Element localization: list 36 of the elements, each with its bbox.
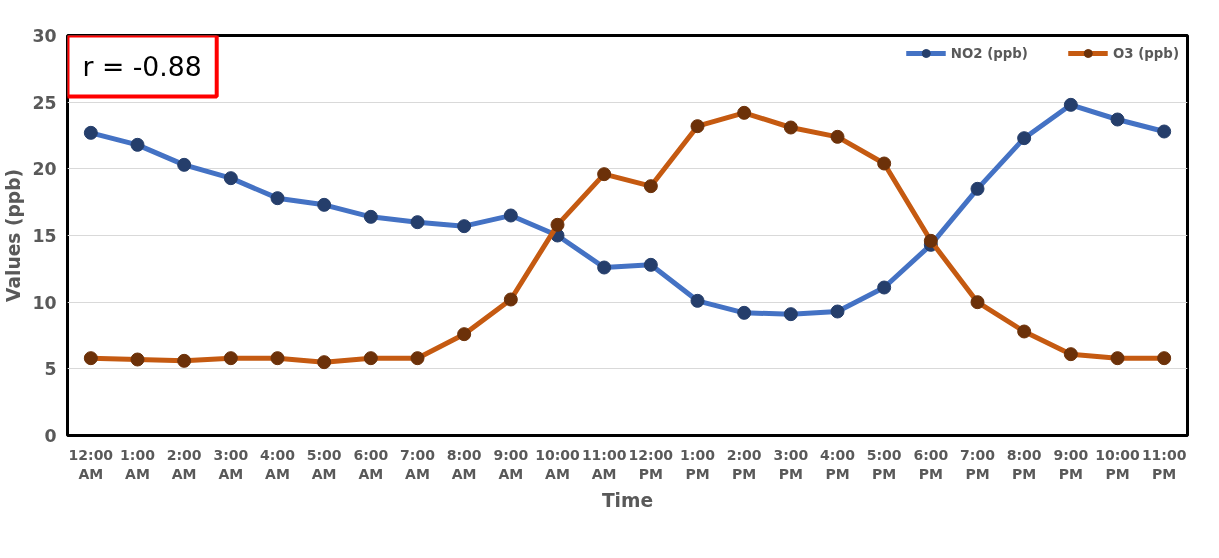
x-tick-label: 8:00 AM [446, 446, 482, 482]
x-tick-label: 11:00 PM [1141, 446, 1187, 482]
x-tick-label: 4:00 AM [260, 446, 296, 482]
x-tick-label: 12:00 AM [68, 446, 114, 482]
annotation: r = -0.88 [82, 50, 202, 82]
x-tick-label: 5:00 AM [306, 446, 342, 482]
x-tick-label: 1:00 PM [680, 446, 716, 482]
x-tick-label: 11:00 AM [581, 446, 627, 482]
x-tick-label: 3:00 AM [213, 446, 249, 482]
y-tick-label: 20 [32, 159, 57, 180]
y-axis-title: Values (ppb) [3, 168, 25, 303]
x-tick-label: 6:00 PM [913, 446, 949, 482]
y-tick-label: 0 [44, 426, 57, 446]
y-tick-label: 30 [32, 26, 57, 46]
x-axis-title: Time [601, 489, 654, 511]
x-tick-label: 7:00 PM [960, 446, 996, 482]
y-tick-label: 15 [32, 226, 57, 246]
x-tick-label: 2:00 AM [166, 446, 202, 482]
x-tick-label: 1:00 AM [120, 446, 156, 482]
x-tick-label: 7:00 AM [400, 446, 436, 482]
x-tick-label: 9:00 AM [493, 446, 529, 482]
x-tick-label: 5:00 PM [866, 446, 902, 482]
x-tick-label: 12:00 PM [628, 446, 674, 482]
y-tick-label: 5 [44, 359, 57, 380]
x-tick-label: 8:00 PM [1006, 446, 1042, 482]
x-tick-label: 3:00 PM [773, 446, 809, 482]
x-tick-label: 2:00 PM [726, 446, 762, 482]
x-tick-label: 9:00 PM [1053, 446, 1089, 482]
y-tick-label: 10 [32, 292, 57, 313]
x-tick-label: 4:00 PM [820, 446, 856, 482]
y-tick-label: 25 [32, 92, 57, 113]
x-tick-label: 10:00 AM [535, 446, 581, 482]
x-tick-label: 6:00 AM [353, 446, 389, 482]
x-tick-label: 10:00 PM [1095, 446, 1141, 482]
legend-label: O3 (ppb) [1112, 45, 1179, 61]
legend-label: NO2 (ppb) [950, 45, 1028, 61]
